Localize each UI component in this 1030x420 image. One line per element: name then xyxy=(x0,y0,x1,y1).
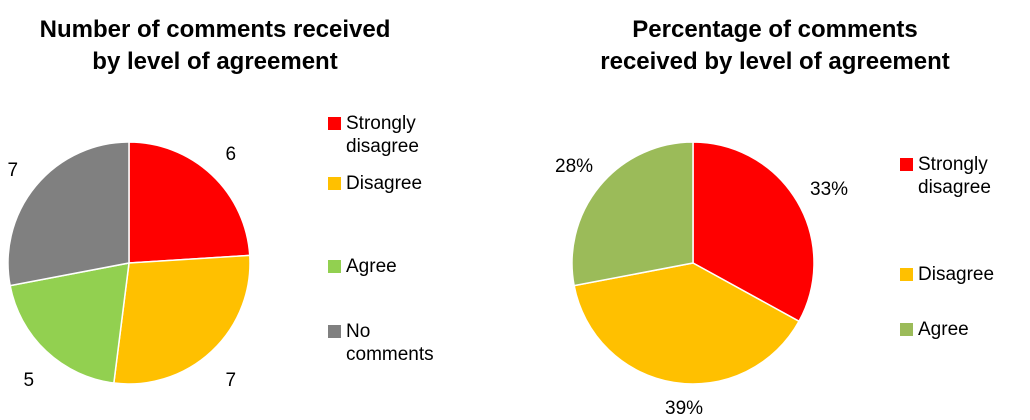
legend-swatch xyxy=(328,177,341,190)
chart-title: Number of comments received by level of … xyxy=(0,14,430,78)
legend-label-line: Disagree xyxy=(346,173,423,194)
data-label-disagree: 7 xyxy=(225,370,237,391)
chart-legend: Strongly disagree Disagree Agree xyxy=(900,153,1030,353)
data-label-agree: 28% xyxy=(555,156,594,177)
legend-label: No comments xyxy=(346,320,486,366)
chart-title-line-1: Percentage of comments xyxy=(632,16,918,43)
legend-label: Agree xyxy=(918,318,1030,341)
legend-swatch xyxy=(328,117,341,130)
data-label-agree: 5 xyxy=(23,370,35,391)
pie-slice-disagree xyxy=(112,254,251,385)
legend-label-line: Disagree xyxy=(918,264,995,285)
pie-slice-no-comments xyxy=(7,141,130,287)
pie-slice-strongly-disagree xyxy=(692,141,815,323)
chart-title-line-1: Number of comments received xyxy=(39,16,391,43)
legend-label-line: Strongly xyxy=(918,154,988,175)
legend-label: Strongly disagree xyxy=(346,112,486,158)
pie-slice-agree xyxy=(9,262,130,384)
legend-label: Strongly disagree xyxy=(918,153,1030,199)
chart-title: Percentage of comments received by level… xyxy=(555,14,995,78)
data-label-no-comments: 7 xyxy=(7,160,19,181)
pie-slice-strongly-disagree xyxy=(128,141,251,264)
legend-swatch xyxy=(328,260,341,273)
chart-title-line-2: received by level of agreement xyxy=(600,48,950,75)
data-label-disagree: 39% xyxy=(665,398,704,419)
chart-title-line-2: by level of agreement xyxy=(92,48,338,75)
legend-label: Disagree xyxy=(346,172,486,195)
legend-label-line: disagree xyxy=(918,177,991,198)
legend-swatch xyxy=(328,325,341,338)
chart-percentage-by-agreement: Percentage of comments received by level… xyxy=(515,0,1030,419)
legend-swatch xyxy=(900,323,913,336)
legend-label-line: No xyxy=(346,321,371,342)
pie-slice-agree xyxy=(571,141,694,287)
legend-label-line: Agree xyxy=(918,319,969,340)
chart-count-by-agreement: Number of comments received by level of … xyxy=(0,0,515,417)
pie-chart xyxy=(571,141,815,385)
pie-slice-disagree xyxy=(573,262,801,385)
legend-swatch xyxy=(900,158,913,171)
data-label-strongly-disagree: 33% xyxy=(810,179,849,200)
legend-label: Disagree xyxy=(918,263,1030,286)
chart-legend: Strongly disagree Disagree Agree No comments xyxy=(328,112,498,392)
legend-label-line: disagree xyxy=(346,136,419,157)
data-label-strongly-disagree: 6 xyxy=(225,144,237,165)
legend-label-line: Strongly xyxy=(346,113,416,134)
legend-label-line: Agree xyxy=(346,256,397,277)
legend-label: Agree xyxy=(346,255,486,278)
legend-label-line: comments xyxy=(346,344,434,365)
pie-chart xyxy=(7,141,251,385)
legend-swatch xyxy=(900,268,913,281)
